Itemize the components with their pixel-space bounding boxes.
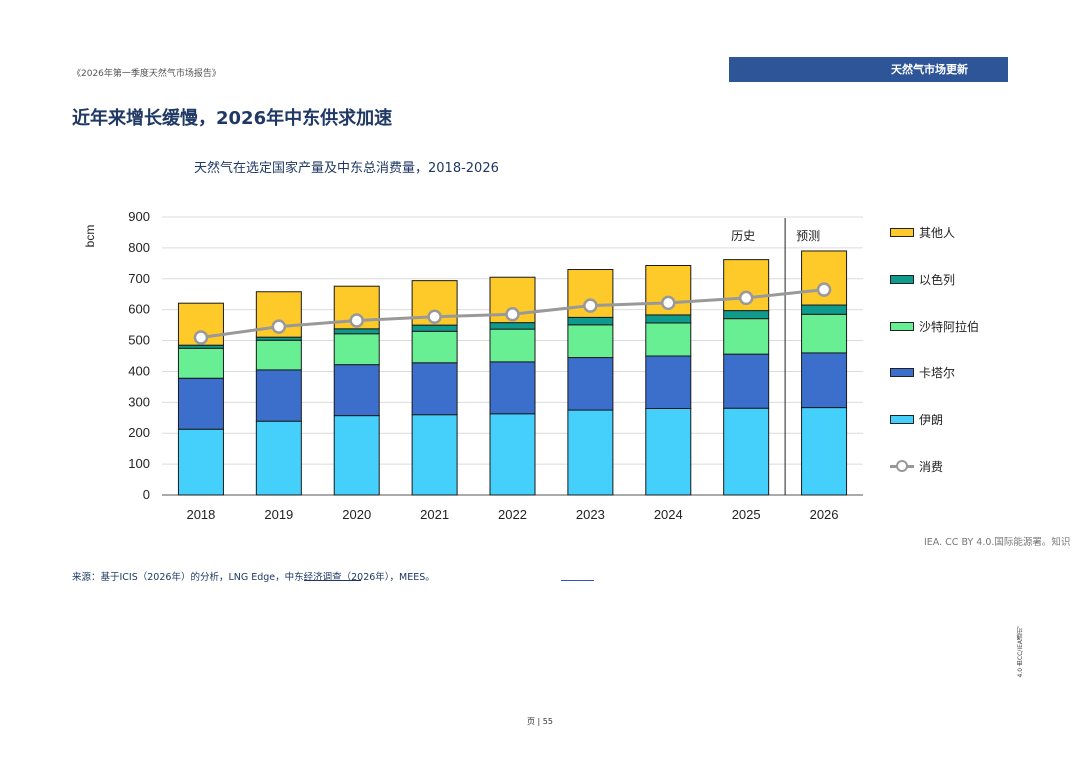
side-license-text: 4.0 由CC/IEA通讯。 [1017, 622, 1024, 678]
legend-swatch-iran [890, 414, 914, 424]
x-tick-label: 2019 [264, 507, 293, 522]
consumption-point-2018 [193, 330, 209, 345]
bar-segment-伊朗-2018 [177, 428, 224, 496]
bar-segment-沙特阿拉伯-2022 [489, 328, 536, 363]
x-tick-label: 2025 [732, 507, 761, 522]
y-tick-label: 600 [128, 302, 150, 317]
consumption-point-2026 [816, 282, 832, 297]
bar-segment-卡塔尔-2020 [333, 364, 380, 417]
consumption-point-2024 [661, 295, 676, 311]
legend-label-iran: 伊朗 [919, 412, 944, 427]
consumption-point-2021 [427, 309, 442, 325]
bar-segment-沙特阿拉伯-2024 [645, 322, 692, 357]
consumption-point-2022 [505, 307, 520, 322]
bar-segment-卡塔尔-2023 [567, 357, 614, 411]
bar-segment-以色列-2026 [801, 304, 848, 315]
y-tick-label: 400 [128, 363, 150, 378]
consumption-point-2025 [738, 290, 754, 306]
x-tick-label: 2026 [810, 507, 839, 522]
y-tick-label: 800 [128, 240, 150, 255]
legend-swatch-saudi [890, 321, 914, 331]
legend-label-consumption: 消费 [919, 459, 944, 474]
legend-item-saudi: 沙特阿拉伯 [890, 316, 979, 336]
bar-segment-沙特阿拉伯-2023 [567, 324, 614, 359]
legend-swatch-qatar [890, 367, 914, 377]
bar-segment-其他人-2026 [801, 250, 848, 306]
bar-segment-卡塔尔-2022 [489, 361, 536, 415]
bar-segment-伊朗-2022 [489, 413, 536, 496]
legend-label-israel: 以色列 [919, 272, 956, 287]
y-axis-label: bcm [83, 225, 97, 248]
legend-swatch-others [890, 227, 914, 237]
y-tick-label: 500 [128, 333, 150, 348]
page-number: 页 | 55 [527, 717, 553, 726]
bar-segment-卡塔尔-2024 [645, 355, 692, 410]
x-tick-label: 2022 [498, 507, 527, 522]
source-link-underline [304, 580, 361, 581]
x-tick-label: 2024 [654, 507, 683, 522]
legend-item-iran: 伊朗 [890, 409, 943, 429]
consumption-point-2023 [583, 298, 598, 313]
legend-swatch-israel [890, 274, 914, 284]
source-note: 来源：基于ICIS（2026年）的分析，LNG Edge，中东经济调查（2026… [72, 572, 435, 583]
bar-segment-卡塔尔-2018 [177, 377, 224, 430]
legend-label-qatar: 卡塔尔 [919, 365, 956, 380]
consumption-point-2019 [271, 319, 287, 334]
bar-segment-伊朗-2020 [333, 415, 380, 496]
legend-item-israel: 以色列 [890, 269, 955, 289]
legend-line-marker-icon [890, 460, 914, 472]
y-tick-label: 900 [128, 209, 150, 224]
bar-segment-卡塔尔-2025 [723, 353, 770, 409]
legend-label-saudi: 沙特阿拉伯 [919, 319, 980, 334]
y-tick-label: 700 [128, 271, 150, 286]
x-tick-label: 2020 [342, 507, 371, 522]
annotation-history: 历史 [731, 229, 755, 243]
bar-segment-沙特阿拉伯-2021 [411, 330, 458, 364]
bar-segment-以色列-2020 [333, 328, 380, 335]
y-tick-label: 0 [143, 487, 150, 502]
bar-segment-以色列-2025 [723, 310, 770, 320]
x-tick-label: 2023 [576, 507, 605, 522]
bar-segment-伊朗-2021 [411, 414, 458, 496]
x-tick-label: 2021 [420, 507, 449, 522]
empty-link[interactable] [561, 580, 594, 581]
y-tick-label: 200 [128, 425, 150, 440]
bar-segment-沙特阿拉伯-2018 [177, 347, 224, 379]
legend-item-consumption: 消费 [890, 456, 943, 476]
annotation-forecast: 预测 [796, 229, 820, 243]
bar-segment-以色列-2023 [567, 316, 614, 326]
page-title: 近年来增长缓慢，2026年中东供求加速 [72, 108, 393, 129]
bar-segment-伊朗-2026 [801, 407, 848, 496]
bar-segment-沙特阿拉伯-2025 [723, 318, 770, 355]
bar-segment-以色列-2022 [489, 322, 536, 330]
bar-segment-沙特阿拉伯-2026 [801, 313, 848, 354]
consumption-point-2020 [349, 313, 364, 328]
bar-segment-沙特阿拉伯-2019 [255, 339, 302, 371]
bar-segment-伊朗-2024 [645, 408, 692, 496]
credit-text: IEA. CC BY 4.0.国际能源署。知识 [924, 537, 1071, 548]
bar-segment-卡塔尔-2019 [255, 369, 302, 422]
bar-segment-伊朗-2019 [255, 420, 302, 496]
x-tick-label: 2018 [186, 507, 215, 522]
bar-segment-伊朗-2025 [723, 407, 770, 496]
chart-title: 天然气在选定国家产量及中东总消费量，2018-2026 [194, 161, 499, 176]
bar-segment-以色列-2024 [645, 314, 692, 324]
bar-segment-沙特阿拉伯-2020 [333, 333, 380, 366]
bar-segment-卡塔尔-2026 [801, 352, 848, 409]
bar-segment-以色列-2021 [411, 324, 458, 332]
legend-label-others: 其他人 [919, 225, 956, 240]
y-tick-label: 100 [128, 456, 150, 471]
y-tick-label: 300 [128, 394, 150, 409]
report-name: 《2026年第一季度天然气市场报告》 [72, 69, 221, 79]
legend-item-others: 其他人 [890, 222, 955, 242]
legend-item-qatar: 卡塔尔 [890, 362, 955, 382]
bar-segment-伊朗-2023 [567, 409, 614, 496]
section-banner: 天然气市场更新 [729, 57, 1008, 82]
bar-segment-卡塔尔-2021 [411, 362, 458, 416]
